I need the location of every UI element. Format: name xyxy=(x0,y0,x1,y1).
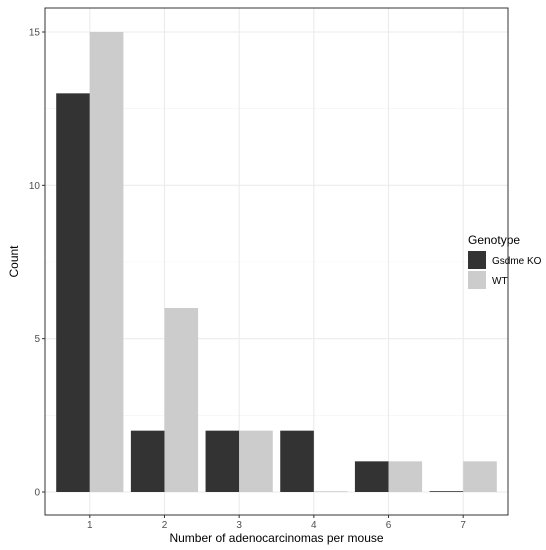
x-tick-label: 3 xyxy=(236,520,242,531)
bar-wt-7 xyxy=(463,461,497,492)
bar-gsdme-ko-1 xyxy=(56,93,90,492)
bar-wt-3 xyxy=(239,430,273,492)
bars-group xyxy=(56,32,497,492)
legend-title: Genotype xyxy=(468,233,520,247)
bar-gsdme-ko-6 xyxy=(354,461,389,492)
bar-gsdme-ko-4 xyxy=(280,430,314,492)
x-tick-label: 7 xyxy=(460,520,466,531)
x-tick-label: 1 xyxy=(87,520,93,531)
bar-gsdme-ko-7 xyxy=(429,491,464,492)
y-tick-label: 5 xyxy=(34,334,40,345)
bar-wt-4 xyxy=(313,491,348,492)
y-tick-label: 15 xyxy=(29,28,41,39)
y-axis-title: Count xyxy=(7,245,21,278)
legend: Genotype Gsdme KO WT xyxy=(468,233,542,289)
x-tick-label: 2 xyxy=(162,520,168,531)
bar-gsdme-ko-3 xyxy=(205,430,240,492)
legend-key-gsdme-ko xyxy=(468,251,486,269)
plot-border xyxy=(44,7,509,516)
y-tick-label: 0 xyxy=(34,488,40,499)
y-tick-label: 10 xyxy=(29,181,41,192)
bar-gsdme-ko-2 xyxy=(130,430,165,492)
legend-label: Gsdme KO xyxy=(492,256,542,267)
bar-wt-2 xyxy=(164,308,199,492)
x-axis: 1 2 3 4 6 7 xyxy=(87,515,466,531)
bar-wt-1 xyxy=(89,32,124,492)
y-axis: 0 5 10 15 xyxy=(29,28,45,499)
bar-wt-6 xyxy=(388,461,423,492)
legend-label: WT xyxy=(492,276,508,287)
x-axis-title: Number of adenocarcinomas per mouse xyxy=(169,531,383,545)
legend-key-wt xyxy=(468,271,486,289)
x-tick-label: 6 xyxy=(386,520,392,531)
x-tick-label: 4 xyxy=(311,520,317,531)
